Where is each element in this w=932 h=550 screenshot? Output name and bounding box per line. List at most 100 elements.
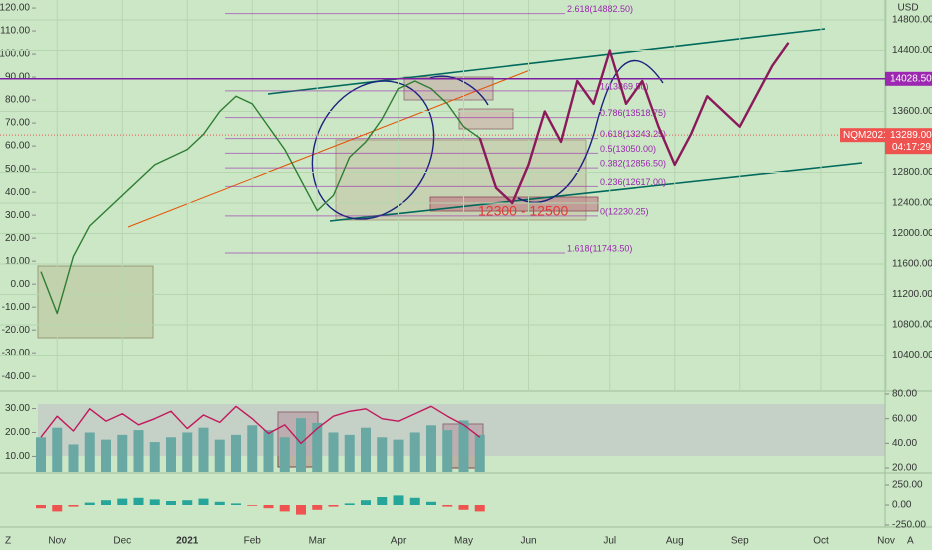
y-tick-label: 80.00 bbox=[5, 95, 30, 106]
fib-label: 0.786(13518.75) bbox=[600, 108, 666, 118]
bar bbox=[442, 430, 453, 472]
y-tick-label: 40.00 bbox=[5, 187, 30, 198]
bar bbox=[182, 432, 193, 472]
y2-tick-label: 10800.00 bbox=[892, 320, 932, 331]
y-tick-label: 30.00 bbox=[5, 210, 30, 221]
y-tick-label: 100.00 bbox=[0, 49, 30, 60]
bar bbox=[279, 437, 290, 472]
y2-tick-label: 11600.00 bbox=[892, 259, 932, 270]
bar bbox=[458, 505, 469, 510]
y-tick-label: 50.00 bbox=[5, 164, 30, 175]
y-tick-label: 110.00 bbox=[0, 26, 30, 37]
y-tick-label: 0.00 bbox=[11, 279, 31, 290]
x-tick-label: 2021 bbox=[176, 536, 199, 547]
y2-tick-label: 12400.00 bbox=[892, 198, 932, 209]
bar bbox=[474, 505, 485, 512]
bar bbox=[361, 427, 371, 472]
price-tag bbox=[885, 71, 932, 86]
x-tick-label: Oct bbox=[813, 536, 829, 547]
fib-label: 0.382(12856.50) bbox=[600, 159, 666, 169]
ellipse bbox=[311, 80, 435, 220]
bar bbox=[117, 498, 128, 505]
y2-tick-label: 80.00 bbox=[892, 389, 917, 400]
fib-label: 1(13869.50) bbox=[600, 81, 649, 91]
y2-tick-label: 12000.00 bbox=[892, 228, 932, 239]
x-tick-label: Jul bbox=[603, 536, 616, 547]
fib-label: 0.5(13050.00) bbox=[600, 144, 656, 154]
price-tag-label: 13289.00 bbox=[890, 130, 932, 141]
bar bbox=[393, 439, 404, 472]
bar bbox=[393, 495, 404, 505]
y-tick-label: 10.00 bbox=[5, 256, 30, 267]
y-tick-label: -10.00 bbox=[2, 302, 31, 313]
bar bbox=[166, 501, 176, 505]
x-tick-label: Aug bbox=[666, 536, 684, 547]
y-tick-label: -20.00 bbox=[2, 325, 31, 336]
series-line bbox=[40, 405, 481, 445]
fib-label: 2.618(14882.50) bbox=[567, 4, 633, 14]
y2-tick-label: 13600.00 bbox=[892, 106, 932, 117]
bar bbox=[198, 498, 209, 505]
y-tick-label: -30.00 bbox=[2, 348, 31, 359]
y2-tick-label: 10400.00 bbox=[892, 350, 932, 361]
bar bbox=[52, 505, 63, 512]
y2-tick-label: 11200.00 bbox=[892, 289, 932, 300]
y-tick-label: 70.00 bbox=[5, 118, 30, 129]
bar bbox=[263, 505, 274, 509]
bar bbox=[247, 505, 258, 506]
series-line bbox=[40, 80, 481, 315]
y-tick-label: 10.00 bbox=[5, 451, 30, 462]
bar bbox=[377, 437, 388, 472]
x-tick-label: Jun bbox=[520, 536, 536, 547]
symbol-label: NQM2021 bbox=[843, 130, 889, 141]
bar bbox=[328, 432, 339, 472]
bar bbox=[36, 437, 46, 472]
bar bbox=[133, 430, 144, 472]
bar bbox=[84, 502, 95, 505]
y-tick-label: 120.00 bbox=[0, 3, 30, 14]
price-tag-label: 14028.50 bbox=[890, 73, 932, 84]
countdown: 04:17:29 bbox=[892, 142, 931, 153]
x-tick-label: May bbox=[454, 536, 473, 547]
bar bbox=[328, 505, 339, 507]
bar bbox=[344, 434, 355, 472]
bar bbox=[166, 437, 176, 472]
bar bbox=[149, 499, 160, 505]
bar bbox=[101, 500, 111, 505]
bar bbox=[377, 497, 388, 505]
fib-label: 0(12230.25) bbox=[600, 206, 649, 216]
x-tick-label: Sep bbox=[731, 536, 749, 547]
currency: USD bbox=[897, 3, 918, 14]
x-tick-label: Dec bbox=[113, 536, 131, 547]
y-tick-label: 60.00 bbox=[5, 141, 30, 152]
bar bbox=[84, 432, 95, 472]
button[interactable]: A bbox=[907, 536, 914, 547]
bar bbox=[279, 505, 290, 512]
y2-tick-label: 12800.00 bbox=[892, 167, 932, 178]
bar bbox=[426, 501, 436, 505]
y-tick-label: 20.00 bbox=[5, 233, 30, 244]
bar bbox=[231, 503, 241, 505]
x-tick-label: Feb bbox=[244, 536, 262, 547]
y2-tick-label: 0.00 bbox=[892, 500, 912, 511]
series-line bbox=[478, 42, 790, 205]
channel-line bbox=[267, 28, 826, 95]
bar bbox=[68, 444, 79, 472]
bar bbox=[247, 425, 258, 472]
button[interactable]: Z bbox=[5, 536, 11, 547]
bar bbox=[409, 432, 420, 472]
y2-tick-label: 60.00 bbox=[892, 413, 917, 424]
bar bbox=[296, 505, 306, 515]
bar bbox=[442, 505, 453, 507]
y-tick-label: 20.00 bbox=[5, 427, 30, 438]
annotation: 12300 - 12500 bbox=[478, 203, 569, 219]
bar bbox=[68, 505, 79, 507]
y2-tick-label: 250.00 bbox=[892, 480, 923, 491]
bar bbox=[344, 503, 355, 505]
bar bbox=[198, 427, 209, 472]
y2-tick-label: 14800.00 bbox=[892, 15, 932, 26]
x-tick-label: Apr bbox=[391, 536, 407, 547]
fib-label: 0.236(12617.00) bbox=[600, 177, 666, 187]
bar bbox=[426, 425, 436, 472]
